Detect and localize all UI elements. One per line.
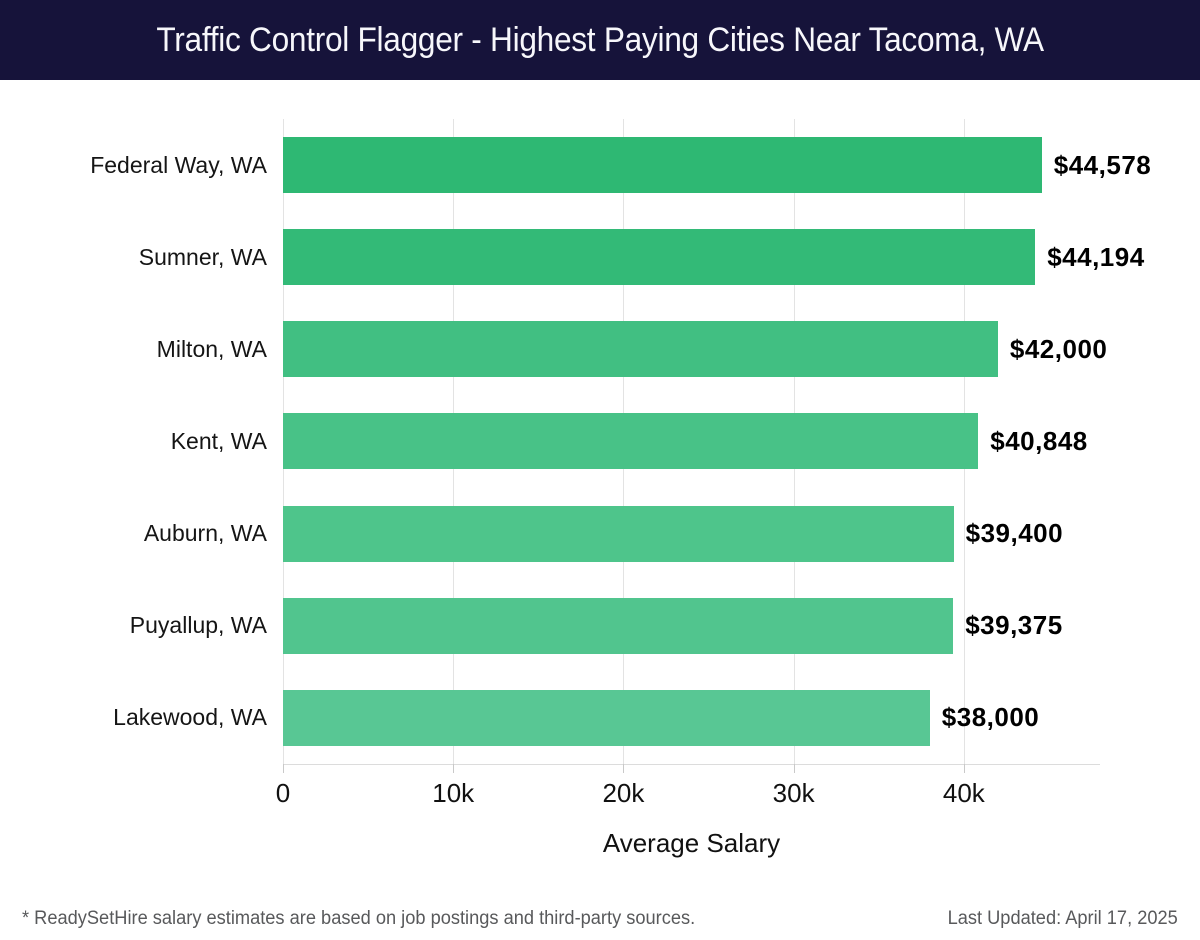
footer-last-updated: Last Updated: April 17, 2025 [947, 908, 1178, 929]
category-label: Auburn, WA [143, 520, 267, 547]
bar-lakewood-wa [283, 689, 930, 746]
value-label: $40,848 [990, 425, 1088, 456]
plot-area: $44,578 $44,194 $42,000 $40,848 $39,400 $39,3… [283, 119, 1151, 764]
bar-federal-way-wa [283, 137, 1042, 194]
x-axis-title: Average Salary [602, 828, 781, 858]
value-label: $38,000 [941, 702, 1040, 733]
category-label: Milton, WA [156, 335, 267, 362]
bar-rows: $44,578 $44,194 $42,000 $40,848 $39,400 $39,3… [283, 119, 1151, 764]
bar-row: $38,000 [283, 672, 1100, 764]
bar-puyallup-wa [283, 597, 954, 654]
bar-chart: $44,578 $44,194 $42,000 $40,848 $39,400 $39,3… [0, 80, 1200, 900]
bar-kent-wa [283, 413, 979, 470]
category-axis-labels: Federal Way, WA Sumner, WA Milton, WA Kent,… [0, 119, 267, 764]
category-label: Federal Way, WA [90, 151, 267, 178]
bar-sumner-wa [283, 229, 1036, 286]
tick-label: 30k [772, 778, 815, 808]
bar-row: $44,578 [283, 119, 1151, 211]
value-label: $39,375 [965, 610, 1063, 641]
footer-disclaimer: * ReadySetHire salary estimates are base… [22, 908, 696, 929]
tick-mark [283, 764, 284, 773]
x-axis-line [283, 764, 1100, 765]
value-label: $42,000 [1009, 333, 1108, 364]
footer: * ReadySetHire salary estimates are base… [0, 898, 1200, 940]
bar-row: $42,000 [283, 303, 1107, 395]
bar-row: $39,375 [283, 580, 1100, 672]
header-bar: Traffic Control Flagger - Highest Paying… [0, 0, 1200, 80]
bar-row: $40,848 [283, 395, 1100, 487]
tick-label: 0 [275, 778, 291, 808]
page-title: Traffic Control Flagger - Highest Paying… [156, 20, 1044, 59]
tick-mark [453, 764, 455, 773]
tick-mark [793, 764, 795, 773]
bar-milton-wa [283, 321, 998, 378]
category-label: Lakewood, WA [113, 704, 267, 731]
tick-mark [963, 764, 965, 773]
bar-auburn-wa [283, 505, 954, 562]
category-label: Puyallup, WA [129, 612, 267, 639]
value-label: $44,578 [1053, 149, 1152, 180]
bar-row: $44,194 [283, 211, 1144, 303]
category-label: Sumner, WA [138, 243, 267, 270]
tick-label: 10k [432, 778, 475, 808]
bar-row: $39,400 [283, 488, 1100, 580]
tick-label: 20k [602, 778, 645, 808]
tick-mark [623, 764, 625, 773]
value-label: $39,400 [965, 518, 1064, 549]
category-label: Kent, WA [170, 427, 267, 454]
value-label: $44,194 [1047, 241, 1145, 272]
tick-label: 40k [942, 778, 985, 808]
